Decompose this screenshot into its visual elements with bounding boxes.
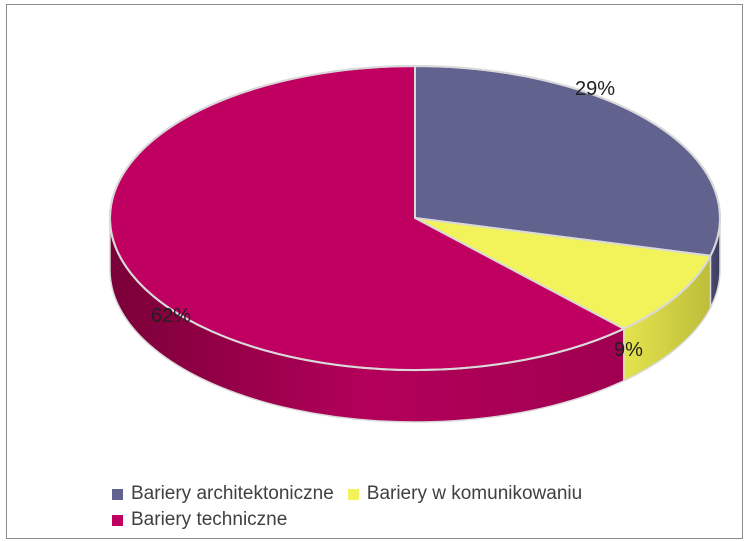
pie-data-label-2: 62% — [151, 305, 191, 327]
legend-swatch-2 — [112, 514, 123, 526]
legend-item-komunikowanie: Bariery w komunikowaniu — [347, 483, 583, 505]
legend-label-0: Bariery architektoniczne — [131, 483, 334, 504]
legend-item-techniczne: Bariery techniczne — [112, 509, 287, 531]
legend-swatch-1 — [347, 488, 359, 500]
legend-item-architektoniczne: Bariery architektoniczne — [112, 483, 334, 505]
legend-swatch-0 — [112, 488, 123, 500]
legend-label-1: Bariery w komunikowaniu — [366, 483, 583, 504]
pie-top-outline — [109, 65, 721, 371]
chart-legend: Bariery architektoniczne Bariery w komun… — [112, 481, 732, 533]
pie-data-label-0: 29% — [575, 78, 615, 100]
legend-label-2: Bariery techniczne — [131, 509, 288, 530]
pie-data-label-1: 9% — [614, 339, 643, 361]
